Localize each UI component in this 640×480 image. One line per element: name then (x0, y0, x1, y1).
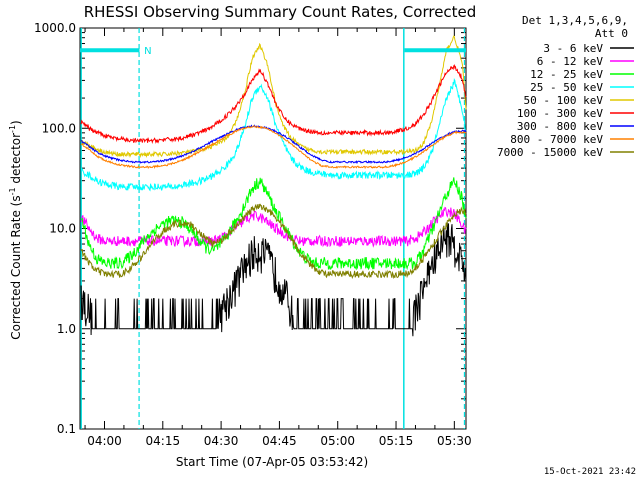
y-tick-label: 10.0 (49, 222, 76, 236)
y-axis-label-part3: ) (9, 120, 23, 125)
series-group (80, 35, 467, 337)
date-stamp: 15-Oct-2021 23:42 (544, 467, 636, 477)
legend-entry-label: 800 - 7000 keV (510, 133, 603, 146)
legend-entry-label: 7000 - 15000 keV (497, 146, 603, 159)
legend-entry-label: 100 - 300 keV (517, 107, 603, 120)
y-axis-label-part2: detector (9, 133, 23, 188)
y-tick-label: 0.1 (57, 422, 76, 436)
x-tick-label: 04:30 (204, 434, 239, 448)
chart-title: RHESSI Observing Summary Count Rates, Co… (84, 3, 477, 21)
x-tick-label: 04:15 (146, 434, 181, 448)
legend-entry-label: 6 - 12 keV (537, 55, 604, 68)
night-bars: N (80, 46, 466, 57)
legend-entry-label: 25 - 50 keV (530, 81, 603, 94)
legend-entry-label: 50 - 100 keV (524, 94, 604, 107)
y-tick-label: 1000.0 (34, 21, 76, 35)
plot-frame (79, 27, 467, 430)
x-axis: 04:00 04:15 04:30 04:45 05:00 05:15 05:30 (84, 28, 472, 448)
legend-header-detectors: Det 1,3,4,5,6,9, (522, 14, 628, 27)
series-line-800-7000-kev (80, 125, 467, 170)
series-line-12-25-kev (80, 177, 467, 271)
y-axis-label-part1: Corrected Count Rate (s (9, 195, 23, 339)
plot-border (79, 27, 467, 430)
night-marker-label: N (144, 46, 151, 57)
x-tick-label: 05:00 (320, 434, 355, 448)
x-tick-label: 04:45 (262, 434, 297, 448)
y-axis-label-sup2: -1 (8, 125, 17, 133)
series-line-7000-15000-kev (80, 203, 467, 280)
y-axis-label-sup1: -1 (8, 187, 17, 195)
x-tick-label: 05:30 (437, 434, 472, 448)
series-line-50-100-kev (80, 35, 467, 159)
x-tick-label: 05:15 (379, 434, 414, 448)
x-tick-label: 04:00 (87, 434, 122, 448)
series-line-25-50-kev (80, 77, 467, 192)
legend-entry-label: 300 - 800 keV (517, 120, 603, 133)
series-line-3-6-kev (80, 222, 467, 337)
y-tick-label: 1.0 (57, 322, 76, 336)
legend-header-attenuator: Att 0 (595, 27, 628, 40)
x-axis-label: Start Time (07-Apr-05 03:53:42) (176, 455, 368, 469)
y-axis-label: Corrected Count Rate (s-1 detector-1) (8, 120, 23, 339)
y-tick-label: 100.0 (42, 121, 76, 135)
legend-entry-label: 3 - 6 keV (543, 42, 603, 55)
series-line-100-300-kev (80, 64, 467, 144)
legend-entry-label: 12 - 25 keV (530, 68, 603, 81)
